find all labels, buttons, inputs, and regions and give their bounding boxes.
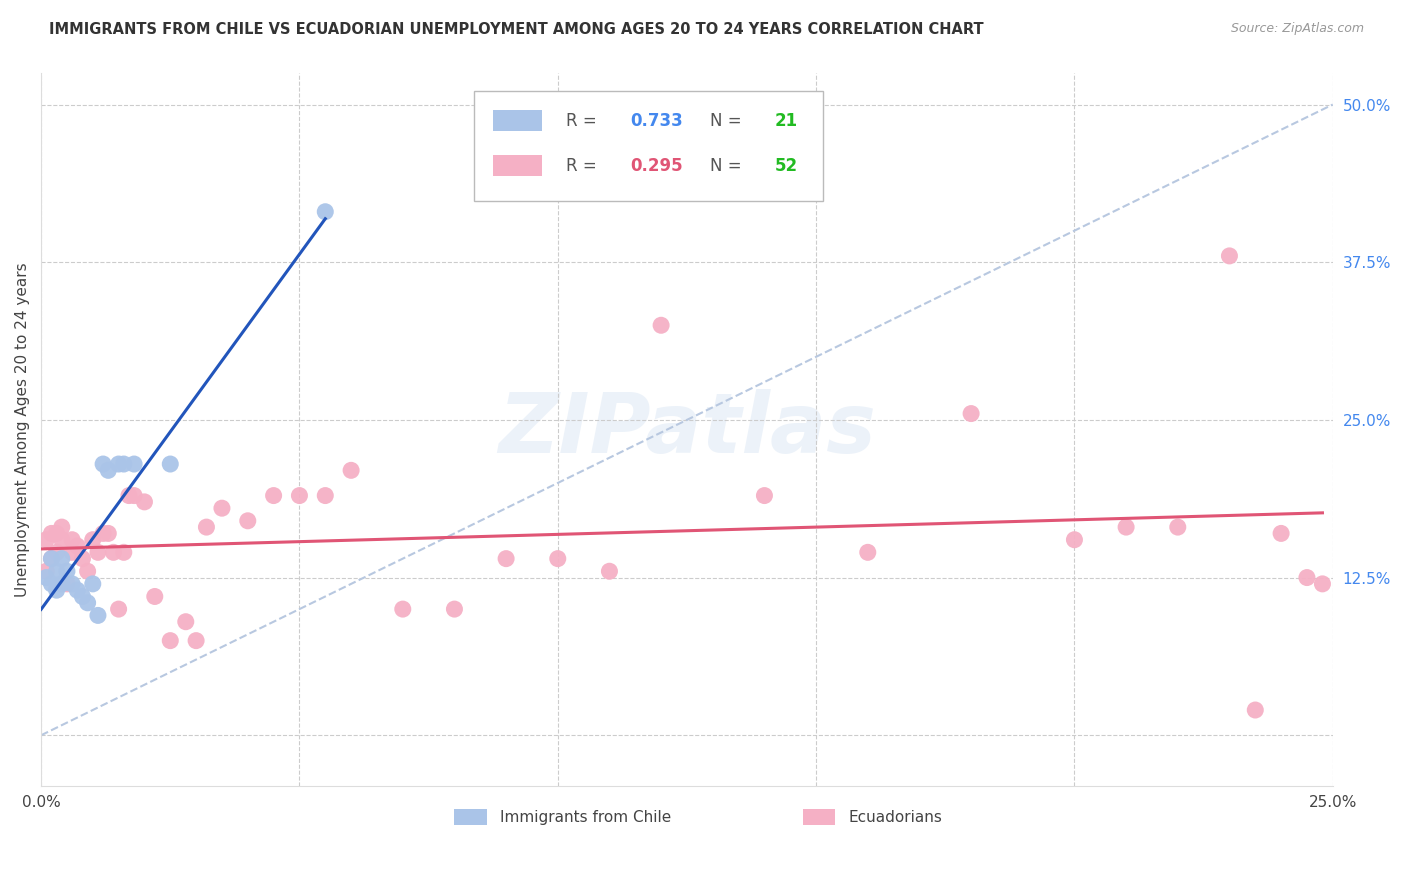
Point xyxy=(91,457,114,471)
Point xyxy=(35,564,58,578)
Point xyxy=(598,564,620,578)
Bar xyxy=(454,809,486,825)
Point xyxy=(184,633,207,648)
Point xyxy=(159,633,181,648)
Text: Ecuadorians: Ecuadorians xyxy=(848,810,942,824)
Point xyxy=(91,526,114,541)
Point xyxy=(391,602,413,616)
Point xyxy=(51,533,73,547)
Point xyxy=(112,457,135,471)
Point xyxy=(236,514,259,528)
Point xyxy=(60,533,83,547)
Point xyxy=(174,615,197,629)
Point xyxy=(82,533,104,547)
Y-axis label: Unemployment Among Ages 20 to 24 years: Unemployment Among Ages 20 to 24 years xyxy=(15,262,30,597)
Point xyxy=(443,602,465,616)
Point xyxy=(60,577,83,591)
Point xyxy=(547,551,569,566)
Text: N =: N = xyxy=(710,157,747,175)
Point xyxy=(66,539,89,553)
Text: IMMIGRANTS FROM CHILE VS ECUADORIAN UNEMPLOYMENT AMONG AGES 20 TO 24 YEARS CORRE: IMMIGRANTS FROM CHILE VS ECUADORIAN UNEM… xyxy=(49,22,984,37)
Point xyxy=(56,577,79,591)
Point xyxy=(495,551,517,566)
Point xyxy=(1244,703,1267,717)
Point xyxy=(1270,526,1292,541)
Text: 52: 52 xyxy=(775,157,797,175)
Point xyxy=(1115,520,1137,534)
Point xyxy=(1218,249,1240,263)
Point xyxy=(45,526,67,541)
Point xyxy=(1312,577,1334,591)
Point xyxy=(134,495,156,509)
Point xyxy=(66,583,89,598)
Text: ZIPatlas: ZIPatlas xyxy=(498,389,876,470)
Text: Immigrants from Chile: Immigrants from Chile xyxy=(499,810,671,824)
Point xyxy=(314,489,336,503)
Point xyxy=(159,457,181,471)
Point xyxy=(754,489,776,503)
Point xyxy=(122,489,145,503)
Point xyxy=(72,551,94,566)
Text: 0.295: 0.295 xyxy=(630,157,683,175)
Point xyxy=(107,457,129,471)
Point xyxy=(1167,520,1189,534)
Point xyxy=(51,551,73,566)
Point xyxy=(56,564,79,578)
Point xyxy=(960,407,983,421)
Point xyxy=(263,489,285,503)
Point xyxy=(41,577,63,591)
Point xyxy=(97,463,120,477)
Point xyxy=(856,545,879,559)
Text: R =: R = xyxy=(565,157,602,175)
Point xyxy=(45,545,67,559)
Point xyxy=(72,590,94,604)
Point xyxy=(45,564,67,578)
Point xyxy=(103,545,125,559)
Point xyxy=(1296,570,1319,584)
Text: Source: ZipAtlas.com: Source: ZipAtlas.com xyxy=(1230,22,1364,36)
Point xyxy=(650,318,672,333)
Point xyxy=(112,545,135,559)
Point xyxy=(288,489,311,503)
Point xyxy=(45,583,67,598)
FancyBboxPatch shape xyxy=(474,91,823,202)
Point xyxy=(143,590,166,604)
Point xyxy=(195,520,218,534)
Point xyxy=(51,520,73,534)
Point xyxy=(41,551,63,566)
Point xyxy=(76,596,98,610)
Text: R =: R = xyxy=(565,112,602,129)
Text: 0.733: 0.733 xyxy=(630,112,683,129)
Point xyxy=(87,608,110,623)
Point xyxy=(87,545,110,559)
Point xyxy=(82,577,104,591)
Point xyxy=(1063,533,1085,547)
Point xyxy=(340,463,363,477)
Point xyxy=(314,204,336,219)
Point xyxy=(122,457,145,471)
Point xyxy=(41,551,63,566)
Text: 21: 21 xyxy=(775,112,797,129)
Point xyxy=(211,501,233,516)
Point xyxy=(60,545,83,559)
Bar xyxy=(803,809,835,825)
Point xyxy=(35,533,58,547)
Point xyxy=(107,602,129,616)
Text: N =: N = xyxy=(710,112,747,129)
Point xyxy=(76,564,98,578)
Point xyxy=(51,577,73,591)
Bar xyxy=(494,155,543,177)
Bar xyxy=(494,110,543,131)
Point xyxy=(118,489,141,503)
Point xyxy=(41,526,63,541)
Point xyxy=(35,570,58,584)
Point xyxy=(97,526,120,541)
